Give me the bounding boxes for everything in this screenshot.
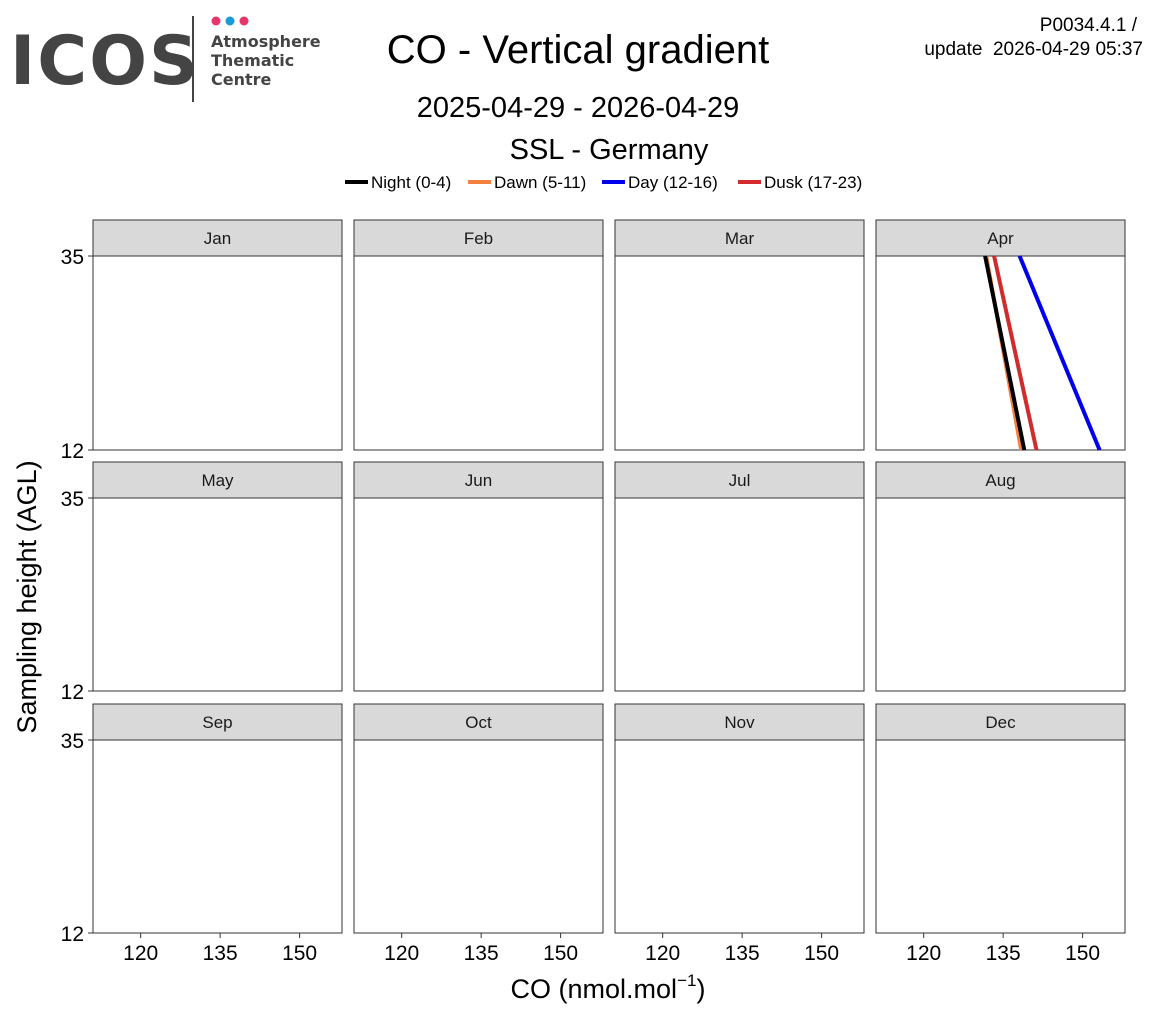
panel-jun: Jun <box>353 461 604 692</box>
panel-jul: Jul <box>614 461 865 692</box>
x-tick-label: 120 <box>645 942 680 965</box>
panel-plot-area <box>92 739 343 934</box>
panel-strip-label: May <box>201 471 234 490</box>
panel-jan: Jan 12 35 <box>61 219 343 463</box>
x-axis-label-exponent: −1 <box>677 971 696 990</box>
x-tick-label: 135 <box>203 942 238 965</box>
y-tick-label: 12 <box>61 440 84 463</box>
panel-strip <box>875 219 1126 257</box>
panel-plot-area <box>353 497 604 692</box>
logo-dot <box>225 16 235 26</box>
panel-strip-label: Sep <box>202 713 232 732</box>
y-tick-label: 12 <box>61 681 84 704</box>
station-name: SSL - Germany <box>510 134 709 166</box>
x-tick-label: 150 <box>282 942 317 965</box>
panel-strip <box>875 461 1126 499</box>
panel-strip <box>875 703 1126 741</box>
legend-label: Day (12-16) <box>628 173 718 192</box>
x-tick-label: 150 <box>543 942 578 965</box>
logo-line-centre: Centre <box>211 70 272 89</box>
logo-dot <box>239 16 249 26</box>
series-line <box>983 255 1027 451</box>
x-tick-label: 150 <box>804 942 839 965</box>
panel-apr: Apr <box>875 219 1126 451</box>
x-tick-label: 120 <box>384 942 419 965</box>
update-label: update 2026-04-29 05:37 <box>924 39 1143 60</box>
logo-line-thematic: Thematic <box>211 51 294 70</box>
panel-mar: Mar <box>614 219 865 451</box>
panel-plot-area <box>614 739 865 934</box>
version-label: P0034.4.1 / <box>1040 15 1138 36</box>
panel-strip <box>92 219 343 257</box>
y-tick-label: 35 <box>61 246 84 269</box>
date-range: 2025-04-29 - 2026-04-29 <box>417 92 739 124</box>
x-axis-label: CO (nmol.mol−1) <box>511 971 706 1004</box>
panel-strip-label: Jul <box>729 471 751 490</box>
x-axis-label-text: CO (nmol.mol <box>511 974 678 1004</box>
panel-strip <box>353 703 604 741</box>
logo-divider <box>192 16 194 102</box>
x-tick-label: 120 <box>906 942 941 965</box>
panel-strip <box>353 461 604 499</box>
legend-label: Dusk (17-23) <box>764 173 862 192</box>
panel-strip <box>92 703 343 741</box>
x-tick-label: 135 <box>464 942 499 965</box>
logo-dot <box>211 16 221 26</box>
panel-strip <box>92 461 343 499</box>
panel-strip-label: Apr <box>987 229 1014 248</box>
panel-oct: Oct 120 135 150 <box>353 703 604 965</box>
x-tick-label: 135 <box>986 942 1021 965</box>
icos-logo: ICOS Atmosphere Thematic Centre <box>10 16 321 102</box>
panel-strip <box>614 219 865 257</box>
x-tick-label: 135 <box>725 942 760 965</box>
panel-plot-area <box>875 497 1126 692</box>
panel-strip-label: Aug <box>985 471 1015 490</box>
y-tick-label: 35 <box>61 488 84 511</box>
panel-strip-label: Jun <box>465 471 492 490</box>
y-axis-label: Sampling height (AGL) <box>12 460 42 733</box>
panel-strip-label: Dec <box>985 713 1016 732</box>
panel-plot-area <box>353 739 604 934</box>
y-tick-label: 35 <box>61 730 84 753</box>
series-line <box>1017 255 1102 451</box>
panel-nov: Nov 120 135 150 <box>614 703 865 965</box>
logo-line-atmosphere: Atmosphere <box>211 32 321 51</box>
x-axis-label-close: ) <box>696 974 705 1004</box>
legend-label: Dawn (5-11) <box>494 173 586 192</box>
panel-strip-label: Feb <box>464 229 493 248</box>
panel-strip <box>614 703 865 741</box>
facet-panels: Jan 12 35 Feb Mar Apr May 12 35 Jun Jul Aug Sep 12 35 1… <box>61 219 1126 965</box>
panel-feb: Feb <box>353 219 604 451</box>
panel-plot-area <box>92 255 343 451</box>
legend: Night (0-4) Dawn (5-11) Day (12-16) Dusk (1… <box>345 173 862 192</box>
panel-strip-label: Nov <box>724 713 755 732</box>
legend-label: Night (0-4) <box>371 173 451 192</box>
panel-plot-area <box>875 739 1126 934</box>
panel-strip <box>614 461 865 499</box>
panel-strip <box>353 219 604 257</box>
panel-plot-area <box>353 255 604 451</box>
panel-aug: Aug <box>875 461 1126 692</box>
panel-may: May 12 35 <box>61 461 343 704</box>
panel-sep: Sep 12 35 120 135 150 <box>61 703 343 965</box>
panel-strip-label: Jan <box>204 229 231 248</box>
panel-plot-area <box>614 255 865 451</box>
panel-strip-label: Oct <box>465 713 492 732</box>
x-tick-label: 150 <box>1065 942 1100 965</box>
panel-dec: Dec 120 135 150 <box>875 703 1126 965</box>
panel-plot-area <box>614 497 865 692</box>
chart-title: CO - Vertical gradient <box>387 28 769 72</box>
logo-wordmark: ICOS <box>10 22 200 101</box>
panel-strip-label: Mar <box>725 229 755 248</box>
series-line <box>992 255 1039 451</box>
y-tick-label: 12 <box>61 923 84 946</box>
panel-plot-area <box>92 497 343 692</box>
x-tick-label: 120 <box>123 942 158 965</box>
